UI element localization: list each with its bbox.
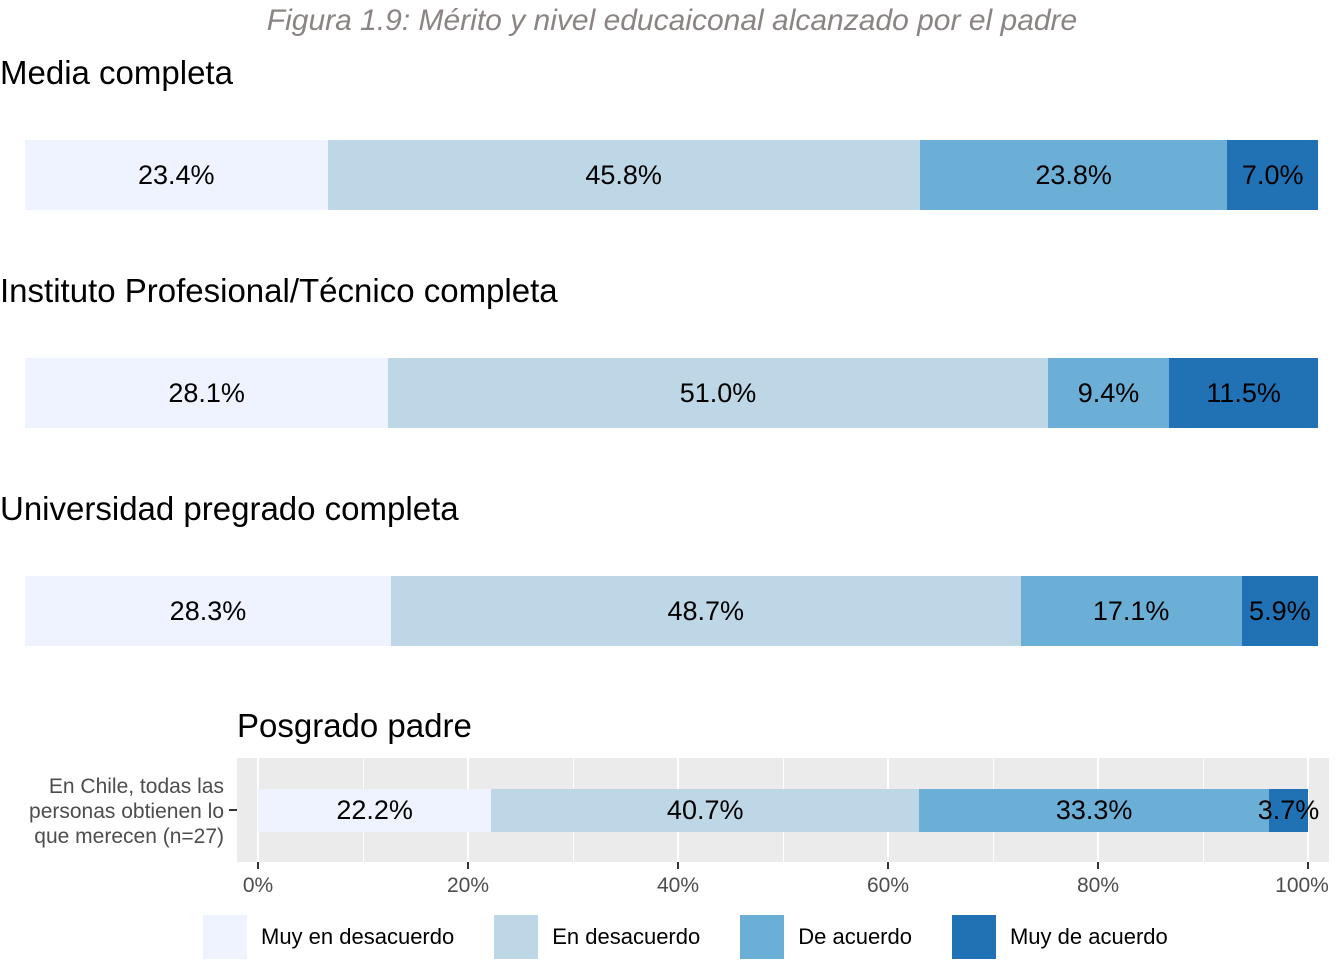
data-label: 17.1%: [1092, 595, 1170, 626]
legend-item: Muy de acuerdo: [951, 915, 1208, 959]
legend: Muy en desacuerdo En desacuerdo De acuer…: [203, 915, 1208, 959]
legend-item: En desacuerdo: [494, 915, 740, 959]
data-label: 45.8%: [585, 159, 662, 190]
data-label: 33.3%: [1055, 795, 1133, 825]
data-label: 23.4%: [137, 159, 215, 190]
data-label: 23.8%: [1035, 159, 1112, 190]
y-tick-mark: [229, 809, 237, 811]
legend-label: En desacuerdo: [552, 924, 701, 949]
facet-title-media: Media completa: [0, 54, 233, 91]
x-tick-label: 0%: [242, 874, 274, 897]
x-tick-mark: [1097, 862, 1099, 869]
segment-muy-en-desacuerdo: 28.3%: [25, 576, 391, 646]
legend-swatch: [951, 915, 996, 959]
segment-de-acuerdo: 23.8%: [919, 140, 1228, 210]
facet-title-universidad: Universidad pregrado completa: [0, 490, 459, 527]
segment-muy-de-acuerdo: 11.5%: [1169, 358, 1318, 428]
x-tick-label: 60%: [866, 874, 910, 897]
data-label: 3.7%: [1257, 795, 1320, 825]
x-tick-mark: [677, 862, 679, 869]
x-tick-mark: [1307, 862, 1309, 869]
legend-label: Muy en desacuerdo: [261, 924, 455, 949]
stacked-bar-media: 23.4% 45.8% 23.8% 7.0%: [25, 140, 1318, 210]
segment-muy-en-desacuerdo: 23.4%: [25, 140, 328, 210]
x-tick-label: 20%: [446, 874, 490, 897]
segment-de-acuerdo: 9.4%: [1047, 358, 1170, 428]
segment-muy-de-acuerdo: 3.7%: [1258, 789, 1319, 832]
segment-de-acuerdo: 17.1%: [1020, 576, 1242, 646]
data-label: 5.9%: [1249, 595, 1311, 626]
plot-panel: 22.2% 40.7% 33.3% 3.7%: [237, 758, 1329, 862]
legend-swatch: [494, 915, 539, 959]
legend-item: De acuerdo: [740, 915, 952, 959]
segment-de-acuerdo: 33.3%: [919, 789, 1270, 832]
x-tick-mark: [467, 862, 469, 869]
stacked-bar-posgrado: 22.2% 40.7% 33.3% 3.7%: [258, 789, 1319, 832]
data-label: 28.1%: [168, 377, 245, 408]
x-tick-label: 100%: [1275, 874, 1329, 897]
legend-label: Muy de acuerdo: [1009, 924, 1168, 949]
x-tick-mark: [257, 862, 259, 869]
x-tick-label: 80%: [1076, 874, 1120, 897]
x-tick-label: 40%: [656, 874, 700, 897]
facet-title-instituto: Instituto Profesional/Técnico completa: [0, 272, 558, 309]
x-tick-mark: [887, 862, 889, 869]
data-label: 11.5%: [1206, 377, 1281, 408]
gridline-major: [1307, 758, 1309, 862]
chart-title: Figura 1.9: Mérito y nivel educaiconal a…: [266, 4, 1078, 37]
segment-muy-de-acuerdo: 5.9%: [1241, 576, 1318, 646]
segment-muy-en-desacuerdo: 22.2%: [258, 789, 492, 832]
segment-en-desacuerdo: 51.0%: [388, 358, 1048, 428]
data-label: 28.3%: [169, 595, 247, 626]
data-label: 40.7%: [666, 795, 744, 825]
data-label: 51.0%: [679, 377, 757, 408]
segment-en-desacuerdo: 45.8%: [327, 140, 920, 210]
legend-swatch: [740, 915, 785, 959]
y-tick-label: En Chile, todas las personas obtienen lo…: [29, 775, 224, 848]
legend-swatch: [203, 915, 247, 959]
segment-muy-en-desacuerdo: 28.1%: [25, 358, 389, 428]
data-label: 9.4%: [1077, 377, 1140, 408]
segment-muy-de-acuerdo: 7.0%: [1227, 140, 1318, 210]
data-label: 48.7%: [667, 595, 745, 626]
data-label: 22.2%: [336, 795, 413, 825]
legend-label: De acuerdo: [798, 924, 912, 949]
segment-en-desacuerdo: 40.7%: [491, 789, 920, 832]
stacked-bar-instituto: 28.1% 51.0% 9.4% 11.5%: [25, 358, 1318, 428]
stacked-bar-universidad: 28.3% 48.7% 17.1% 5.9%: [25, 576, 1318, 646]
legend-item: Muy en desacuerdo: [203, 915, 494, 959]
data-label: 7.0%: [1241, 159, 1304, 190]
facet-title-posgrado: Posgrado padre: [237, 707, 472, 744]
segment-en-desacuerdo: 48.7%: [390, 576, 1021, 646]
